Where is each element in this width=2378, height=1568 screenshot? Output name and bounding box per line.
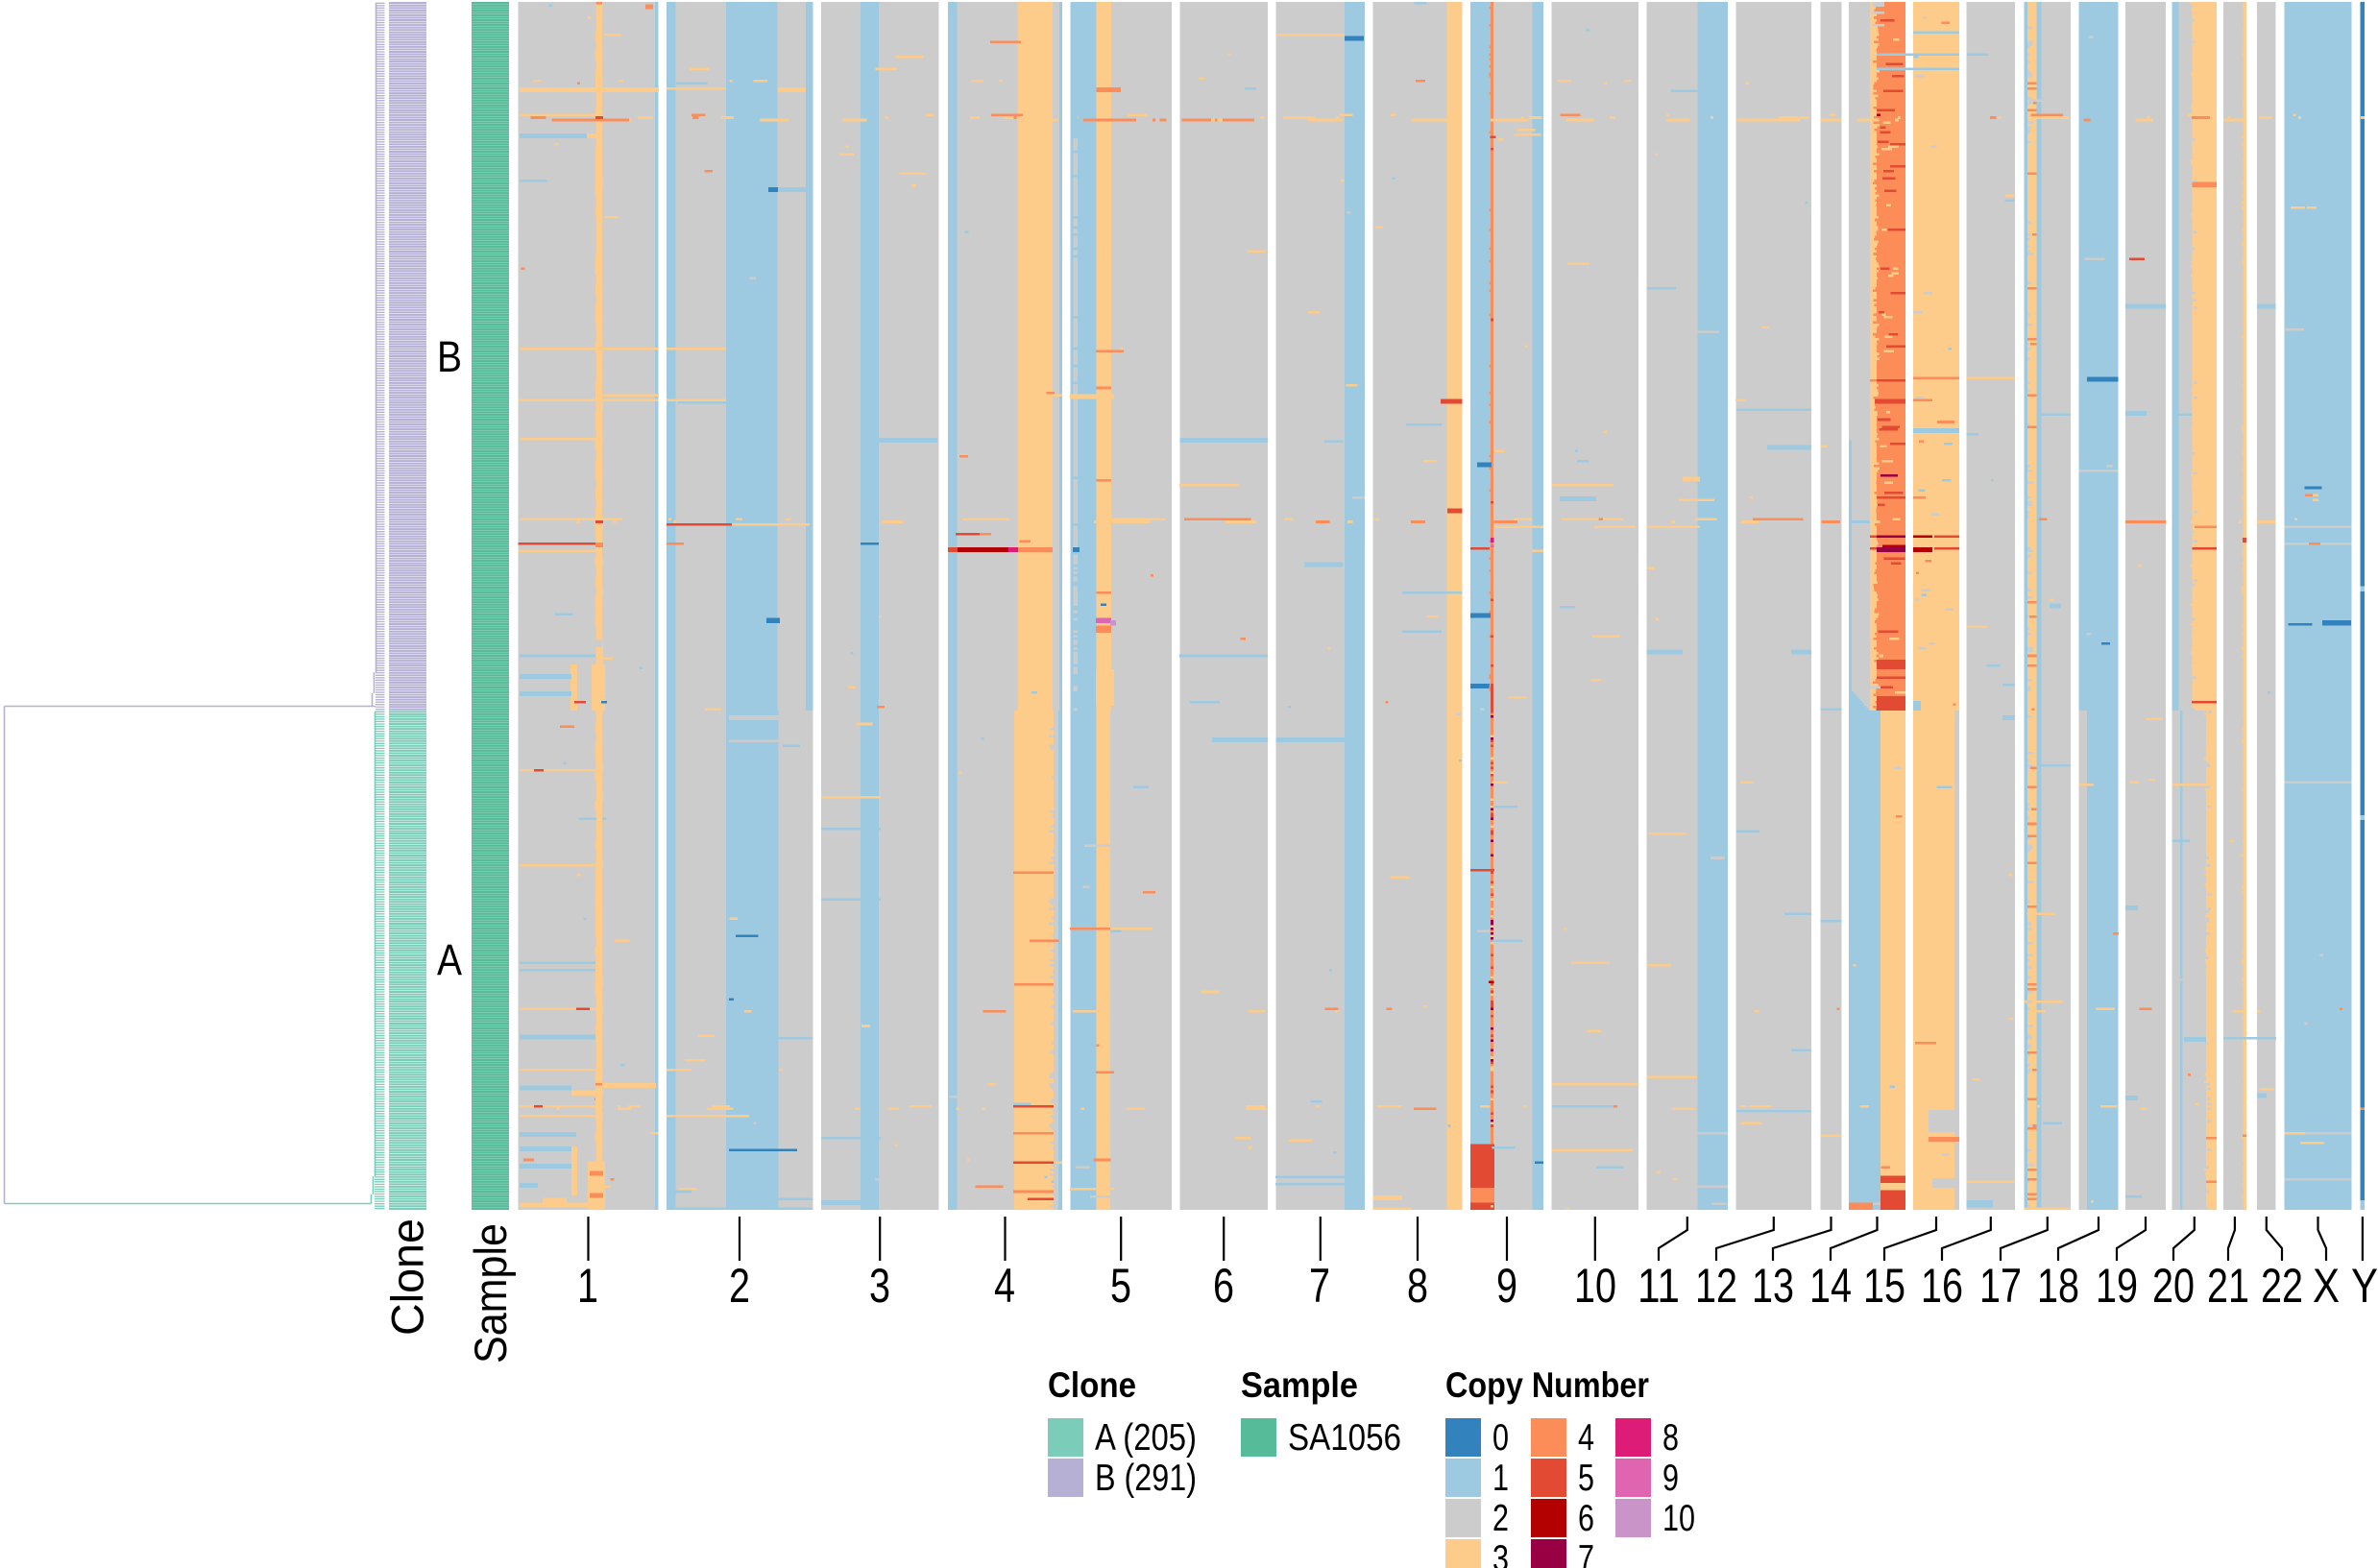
- svg-text:14: 14: [1809, 1259, 1852, 1313]
- svg-text:10: 10: [1662, 1498, 1695, 1539]
- svg-text:2: 2: [1492, 1498, 1509, 1539]
- svg-text:16: 16: [1921, 1259, 1963, 1313]
- svg-text:A: A: [437, 935, 462, 984]
- svg-text:1: 1: [1492, 1458, 1509, 1499]
- svg-text:A (205): A (205): [1095, 1417, 1197, 1459]
- svg-text:11: 11: [1638, 1259, 1680, 1313]
- svg-text:Clone: Clone: [1048, 1365, 1136, 1405]
- svg-text:Copy Number: Copy Number: [1445, 1365, 1649, 1405]
- svg-text:7: 7: [1309, 1259, 1330, 1313]
- svg-text:4: 4: [994, 1259, 1015, 1313]
- svg-text:17: 17: [1979, 1259, 2022, 1313]
- svg-text:B: B: [437, 332, 462, 381]
- svg-text:5: 5: [1578, 1458, 1594, 1499]
- svg-text:9: 9: [1496, 1259, 1517, 1313]
- svg-text:8: 8: [1407, 1259, 1428, 1313]
- svg-text:21: 21: [2207, 1259, 2249, 1313]
- svg-text:3: 3: [869, 1259, 890, 1313]
- svg-text:6: 6: [1213, 1259, 1234, 1313]
- svg-text:12: 12: [1695, 1259, 1737, 1313]
- svg-text:3: 3: [1492, 1538, 1509, 1568]
- svg-text:18: 18: [2037, 1259, 2079, 1313]
- svg-text:1: 1: [577, 1259, 598, 1313]
- svg-text:SA1056: SA1056: [1288, 1417, 1401, 1459]
- svg-text:9: 9: [1662, 1458, 1679, 1499]
- svg-text:8: 8: [1662, 1417, 1679, 1459]
- svg-text:7: 7: [1578, 1538, 1594, 1568]
- svg-text:Sample: Sample: [465, 1223, 516, 1363]
- svg-text:0: 0: [1492, 1417, 1509, 1459]
- svg-text:6: 6: [1578, 1498, 1594, 1539]
- svg-text:4: 4: [1578, 1417, 1594, 1459]
- svg-text:Clone: Clone: [382, 1218, 433, 1336]
- svg-text:20: 20: [2152, 1259, 2195, 1313]
- svg-text:5: 5: [1110, 1259, 1131, 1313]
- svg-text:13: 13: [1752, 1259, 1794, 1313]
- svg-text:22: 22: [2261, 1259, 2303, 1313]
- svg-text:2: 2: [729, 1259, 750, 1313]
- svg-text:X: X: [2313, 1259, 2340, 1313]
- svg-text:Sample: Sample: [1241, 1365, 1358, 1405]
- svg-text:Y: Y: [2351, 1259, 2378, 1313]
- svg-text:19: 19: [2096, 1259, 2138, 1313]
- svg-text:10: 10: [1574, 1259, 1616, 1313]
- svg-text:15: 15: [1863, 1259, 1905, 1313]
- svg-text:B (291): B (291): [1095, 1458, 1197, 1499]
